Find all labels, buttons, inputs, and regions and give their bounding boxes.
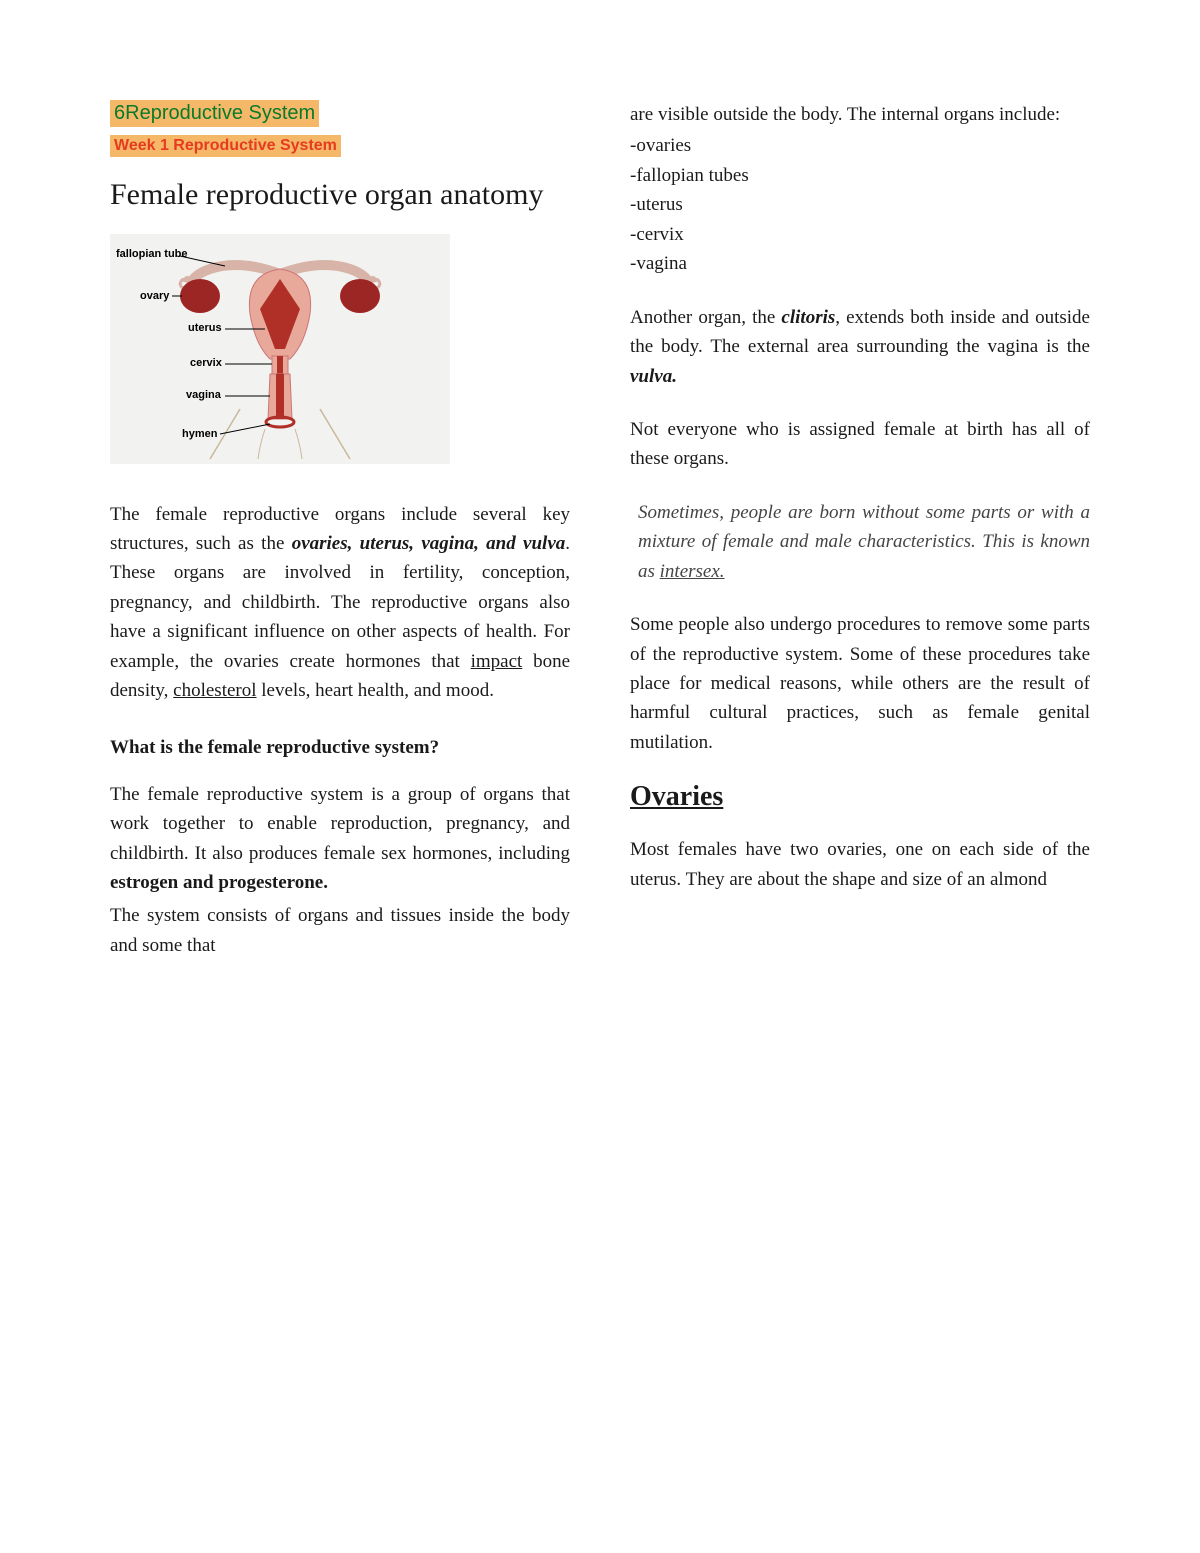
label-ovary: ovary [140, 290, 169, 302]
label-fallopian: fallopian tube [116, 248, 188, 260]
anatomy-diagram: fallopian tube ovary uterus cervix vagin… [110, 234, 450, 464]
label-hymen: hymen [182, 428, 217, 440]
label-cervix: cervix [190, 357, 222, 369]
week-tag: Week 1 Reproductive System [110, 135, 341, 157]
list-item: -ovaries [630, 131, 1090, 160]
section-heading-ovaries: Ovaries [630, 781, 1090, 813]
internal-organs-list: -ovaries -fallopian tubes -uterus -cervi… [630, 131, 1090, 278]
paragraph-ovaries: Most females have two ovaries, one on ea… [630, 835, 1090, 894]
link-intersex[interactable]: intersex. [660, 561, 725, 582]
paragraph-system-consists: The system consists of organs and tissue… [110, 901, 570, 960]
text-bold: estrogen and progesterone. [110, 872, 328, 893]
link-impact[interactable]: impact [471, 651, 523, 672]
list-item: -fallopian tubes [630, 161, 1090, 190]
right-column: are visible outside the body. The intern… [630, 100, 1090, 960]
paragraph-visible-outside: are visible outside the body. The intern… [630, 100, 1090, 129]
document-page: 6Reproductive System Week 1 Reproductive… [0, 0, 1200, 1553]
paragraph-not-everyone: Not everyone who is assigned female at b… [630, 415, 1090, 474]
text: levels, heart health, and mood. [257, 680, 494, 701]
paragraph-clitoris: Another organ, the clitoris, extends bot… [630, 303, 1090, 391]
paragraph-procedures: Some people also undergo procedures to r… [630, 610, 1090, 757]
list-item: -cervix [630, 220, 1090, 249]
two-column-layout: 6Reproductive System Week 1 Reproductive… [110, 100, 1090, 960]
intro-paragraph: The female reproductive organs include s… [110, 500, 570, 706]
list-item: -uterus [630, 190, 1090, 219]
anatomy-svg [110, 234, 450, 464]
course-tag: 6Reproductive System [110, 100, 319, 127]
text: The female reproductive system is a grou… [110, 784, 570, 864]
page-title: Female reproductive organ anatomy [110, 175, 570, 216]
text-emphasis: vulva. [630, 366, 677, 387]
list-item: -vagina [630, 249, 1090, 278]
note-intersex: Sometimes, people are born without some … [630, 498, 1090, 586]
text-emphasis: clitoris [781, 307, 835, 328]
paragraph-system-def: The female reproductive system is a grou… [110, 780, 570, 898]
link-cholesterol[interactable]: cholesterol [173, 680, 256, 701]
label-vagina: vagina [186, 389, 221, 401]
left-column: 6Reproductive System Week 1 Reproductive… [110, 100, 570, 960]
label-uterus: uterus [188, 322, 222, 334]
text: Another organ, the [630, 307, 781, 328]
text-emphasis: ovaries, uterus, vagina, and vulva [292, 533, 566, 554]
subheading-what-is: What is the female reproductive system? [110, 730, 570, 766]
